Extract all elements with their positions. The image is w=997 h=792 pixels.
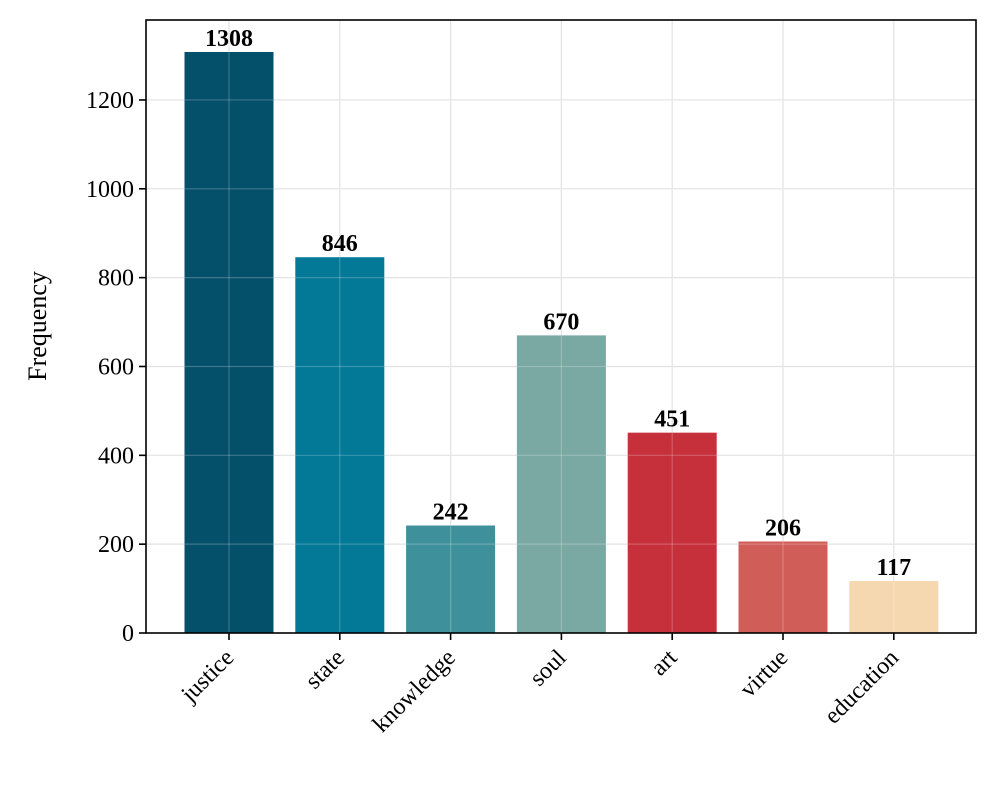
y-tick-label: 1200 (86, 88, 134, 114)
data-label-justice: 1308 (205, 26, 253, 52)
y-tick-label: 0 (122, 621, 134, 647)
y-axis-title: Frequency (23, 271, 52, 381)
data-label-virtue: 206 (765, 515, 801, 541)
y-tick-label: 200 (98, 532, 134, 558)
y-tick-label: 600 (98, 354, 134, 380)
x-tick-label-virtue: virtue (735, 645, 793, 703)
y-tick-label: 1000 (86, 177, 134, 203)
x-tick-label-soul: soul (525, 645, 572, 692)
data-labels: 1308 846 242 670 451 206 117 (205, 26, 911, 581)
data-label-state: 846 (322, 231, 358, 257)
y-tick-label: 400 (98, 443, 134, 469)
bar-soul (516, 335, 606, 633)
data-label-art: 451 (654, 407, 690, 433)
y-axis-ticks: 0 200 400 600 800 1000 1200 (86, 88, 146, 647)
bar-education (849, 581, 939, 633)
x-axis-ticks: justice state knowledge soul art virtue educat… (176, 633, 904, 738)
grid-lines (146, 20, 976, 633)
x-tick-label-knowledge: knowledge (368, 645, 461, 738)
data-label-education: 117 (876, 555, 911, 581)
data-label-knowledge: 242 (433, 500, 469, 526)
y-tick-label: 800 (98, 266, 134, 292)
bar-virtue (738, 541, 828, 633)
bar-justice (184, 51, 274, 634)
data-label-soul: 670 (543, 309, 579, 335)
x-tick-label-art: art (646, 645, 683, 682)
bar-knowledge (406, 525, 496, 633)
bars (184, 51, 939, 634)
x-tick-label-state: state (301, 645, 350, 694)
x-tick-label-justice: justice (176, 645, 239, 708)
x-tick-label-education: education (820, 645, 904, 729)
bar-state (295, 257, 385, 633)
grid-overlay (146, 20, 976, 633)
bar-art (627, 432, 717, 633)
